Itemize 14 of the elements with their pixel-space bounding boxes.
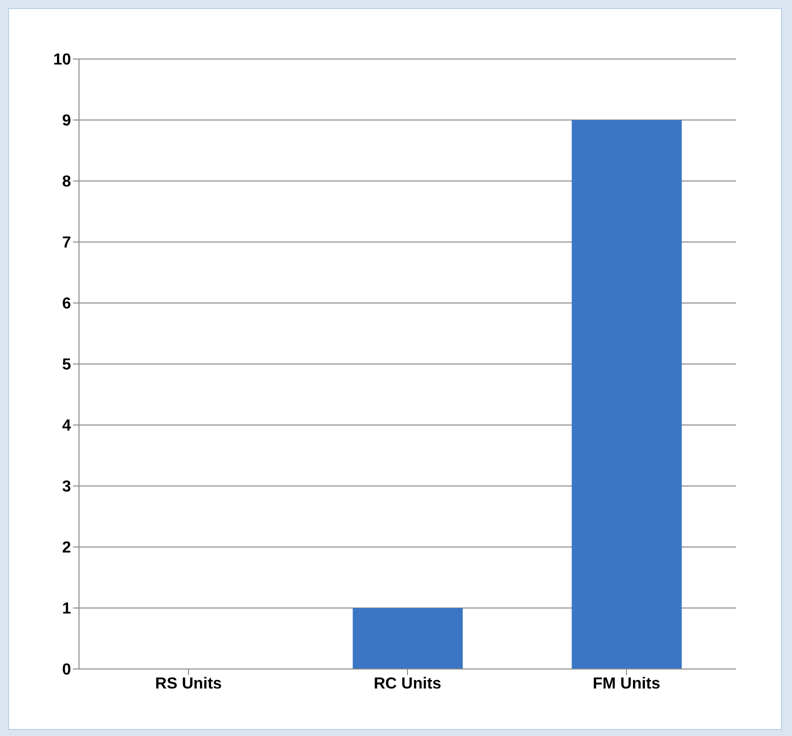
y-tick-label: 9 [62,112,72,130]
y-tick-label: 3 [62,478,72,496]
y-tick-label: 6 [62,296,72,313]
y-tick-label: 0 [62,662,72,679]
x-tick-label: RC Units [374,675,442,692]
x-tick-label: RS Units [155,675,222,692]
y-tick-label: 4 [62,418,72,435]
y-tick-label: 5 [62,356,72,374]
x-tick-label: FM Units [592,675,660,692]
y-tick-label: 1 [62,600,72,618]
y-tick-label: 2 [62,540,72,557]
y-tick-label: 8 [62,174,72,191]
y-tick-label: 10 [53,52,72,69]
y-tick-label: 7 [62,234,72,252]
